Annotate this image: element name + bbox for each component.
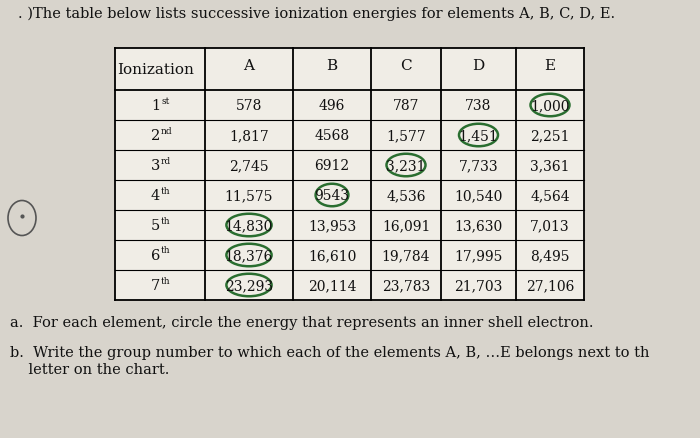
Text: nd: nd [161, 126, 173, 135]
Text: 13,630: 13,630 [454, 219, 503, 233]
Text: 738: 738 [466, 99, 491, 113]
Text: 10,540: 10,540 [454, 189, 503, 202]
Text: 496: 496 [318, 99, 345, 113]
Text: 4: 4 [150, 189, 160, 202]
Text: 578: 578 [236, 99, 262, 113]
Text: 3,361: 3,361 [531, 159, 570, 173]
Text: 7,013: 7,013 [530, 219, 570, 233]
Text: 3,231: 3,231 [386, 159, 426, 173]
Text: 1,817: 1,817 [229, 129, 269, 143]
Text: b.  Write the group number to which each of the elements A, B, …E belongs next t: b. Write the group number to which each … [10, 345, 650, 359]
Text: st: st [161, 96, 169, 105]
Text: th: th [161, 216, 171, 225]
Text: A: A [244, 59, 255, 73]
Text: Ionization: Ionization [117, 63, 194, 77]
Text: 23,783: 23,783 [382, 279, 430, 292]
Text: 16,610: 16,610 [308, 248, 356, 262]
Text: th: th [161, 186, 171, 195]
Text: 787: 787 [393, 99, 419, 113]
Text: 4568: 4568 [314, 129, 349, 143]
Text: a.  For each element, circle the energy that represents an inner shell electron.: a. For each element, circle the energy t… [10, 315, 594, 329]
Text: 7: 7 [150, 279, 160, 292]
Text: 8,495: 8,495 [531, 248, 570, 262]
Text: 1,451: 1,451 [458, 129, 498, 143]
Text: 4,564: 4,564 [530, 189, 570, 202]
Text: 14,830: 14,830 [225, 219, 273, 233]
Text: 5: 5 [150, 219, 160, 233]
Text: 27,106: 27,106 [526, 279, 574, 292]
Text: 13,953: 13,953 [308, 219, 356, 233]
Text: 3: 3 [150, 159, 160, 173]
Text: 7,733: 7,733 [458, 159, 498, 173]
Text: 2,251: 2,251 [531, 129, 570, 143]
Text: rd: rd [161, 156, 171, 165]
Text: 4,536: 4,536 [386, 189, 426, 202]
Text: 9543: 9543 [314, 189, 349, 202]
Bar [115, 49, 584, 300]
Text: th: th [161, 276, 171, 285]
Text: 2,745: 2,745 [229, 159, 269, 173]
Text: . )The table below lists successive ionization energies for elements A, B, C, D,: . )The table below lists successive ioni… [18, 7, 615, 21]
Text: B: B [326, 59, 337, 73]
Text: 6912: 6912 [314, 159, 349, 173]
Text: 17,995: 17,995 [454, 248, 503, 262]
Text: 19,784: 19,784 [382, 248, 430, 262]
Text: 23,293: 23,293 [225, 279, 273, 292]
Text: 20,114: 20,114 [308, 279, 356, 292]
Text: letter on the chart.: letter on the chart. [10, 362, 169, 376]
Text: 16,091: 16,091 [382, 219, 430, 233]
Text: 21,703: 21,703 [454, 279, 503, 292]
Text: C: C [400, 59, 412, 73]
Text: 1: 1 [151, 99, 160, 113]
Text: 1,000: 1,000 [531, 99, 570, 113]
Text: D: D [473, 59, 484, 73]
Text: 6: 6 [150, 248, 160, 262]
Text: 1,577: 1,577 [386, 129, 426, 143]
Text: E: E [545, 59, 556, 73]
Text: th: th [161, 246, 171, 255]
Text: 11,575: 11,575 [225, 189, 273, 202]
Text: 2: 2 [150, 129, 160, 143]
Text: 18,376: 18,376 [225, 248, 273, 262]
